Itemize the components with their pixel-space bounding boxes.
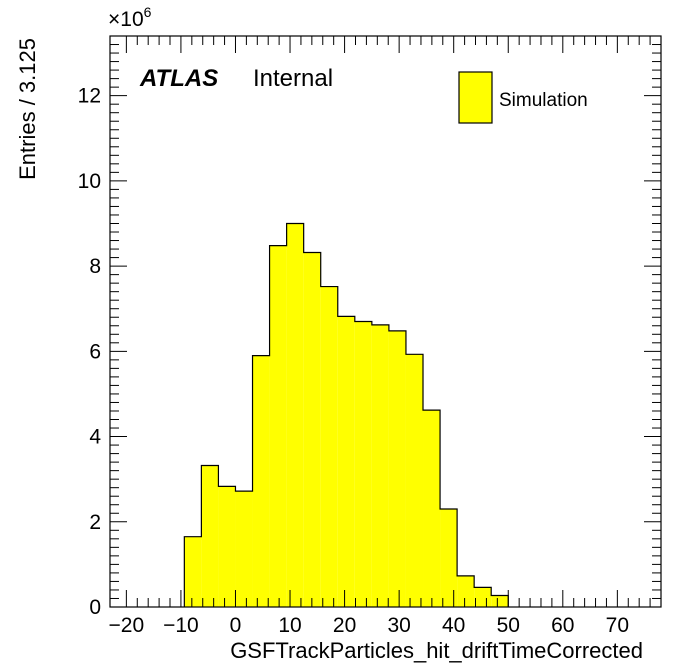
axis-ticks xyxy=(110,36,661,608)
histogram-outline xyxy=(183,222,509,607)
histogram-bar xyxy=(184,536,202,607)
x-tick-label: −10 xyxy=(163,614,199,637)
histogram-bar xyxy=(235,491,253,607)
x-tick-label: −20 xyxy=(109,614,145,637)
y-tick-label: 4 xyxy=(89,426,101,449)
x-tick-label: 70 xyxy=(606,614,629,637)
histogram-bar xyxy=(388,330,406,607)
histogram-bar xyxy=(405,354,424,607)
histogram-bar xyxy=(252,355,270,607)
x-tick-label: 30 xyxy=(387,614,410,637)
y-tick-label: 8 xyxy=(89,255,101,278)
x-tick-label: 60 xyxy=(551,614,574,637)
histogram-bar xyxy=(474,587,492,607)
histogram-bar xyxy=(423,410,441,607)
histogram-bar xyxy=(354,321,372,607)
x-tick-label: 10 xyxy=(278,614,301,637)
histogram-bar xyxy=(218,486,236,607)
x-tick-label: 40 xyxy=(442,614,465,637)
atlas-label: ATLAS xyxy=(139,65,218,92)
y-multiplier: ×106 xyxy=(108,4,152,31)
x-tick-label: 0 xyxy=(230,614,242,637)
atlas-internal-label: Internal xyxy=(253,65,333,92)
histogram-bar xyxy=(303,252,321,607)
histogram-bar xyxy=(269,245,287,607)
y-tick-label: 10 xyxy=(78,170,101,193)
histogram-bar xyxy=(201,465,219,607)
x-axis-title: GSFTrackParticles_hit_driftTimeCorrected xyxy=(230,638,643,663)
y-tick-label: 0 xyxy=(89,596,101,619)
legend-label-simulation: Simulation xyxy=(499,90,588,111)
histogram-bar xyxy=(491,595,509,607)
x-tick-labels: −20 −10 0 10 20 30 40 50 60 70 xyxy=(109,614,629,637)
histogram-bar xyxy=(320,286,338,607)
histogram-bar xyxy=(286,223,304,607)
y-axis-title: Entries / 3.125 xyxy=(15,38,40,180)
legend-swatch-simulation xyxy=(458,71,493,124)
x-tick-label: 50 xyxy=(497,614,520,637)
y-tick-labels: 0 2 4 6 8 10 12 xyxy=(78,85,102,619)
histogram-bar xyxy=(337,316,355,607)
x-tick-label: 20 xyxy=(333,614,356,637)
plot-frame xyxy=(109,35,662,608)
histogram-bar xyxy=(440,508,458,607)
y-tick-label: 6 xyxy=(89,340,101,363)
histogram-bar xyxy=(371,324,389,607)
histogram-bars xyxy=(184,223,509,607)
y-tick-label: 12 xyxy=(78,85,101,108)
histogram-bar xyxy=(457,575,475,607)
legend: Simulation xyxy=(458,71,588,124)
y-tick-label: 2 xyxy=(89,511,101,534)
